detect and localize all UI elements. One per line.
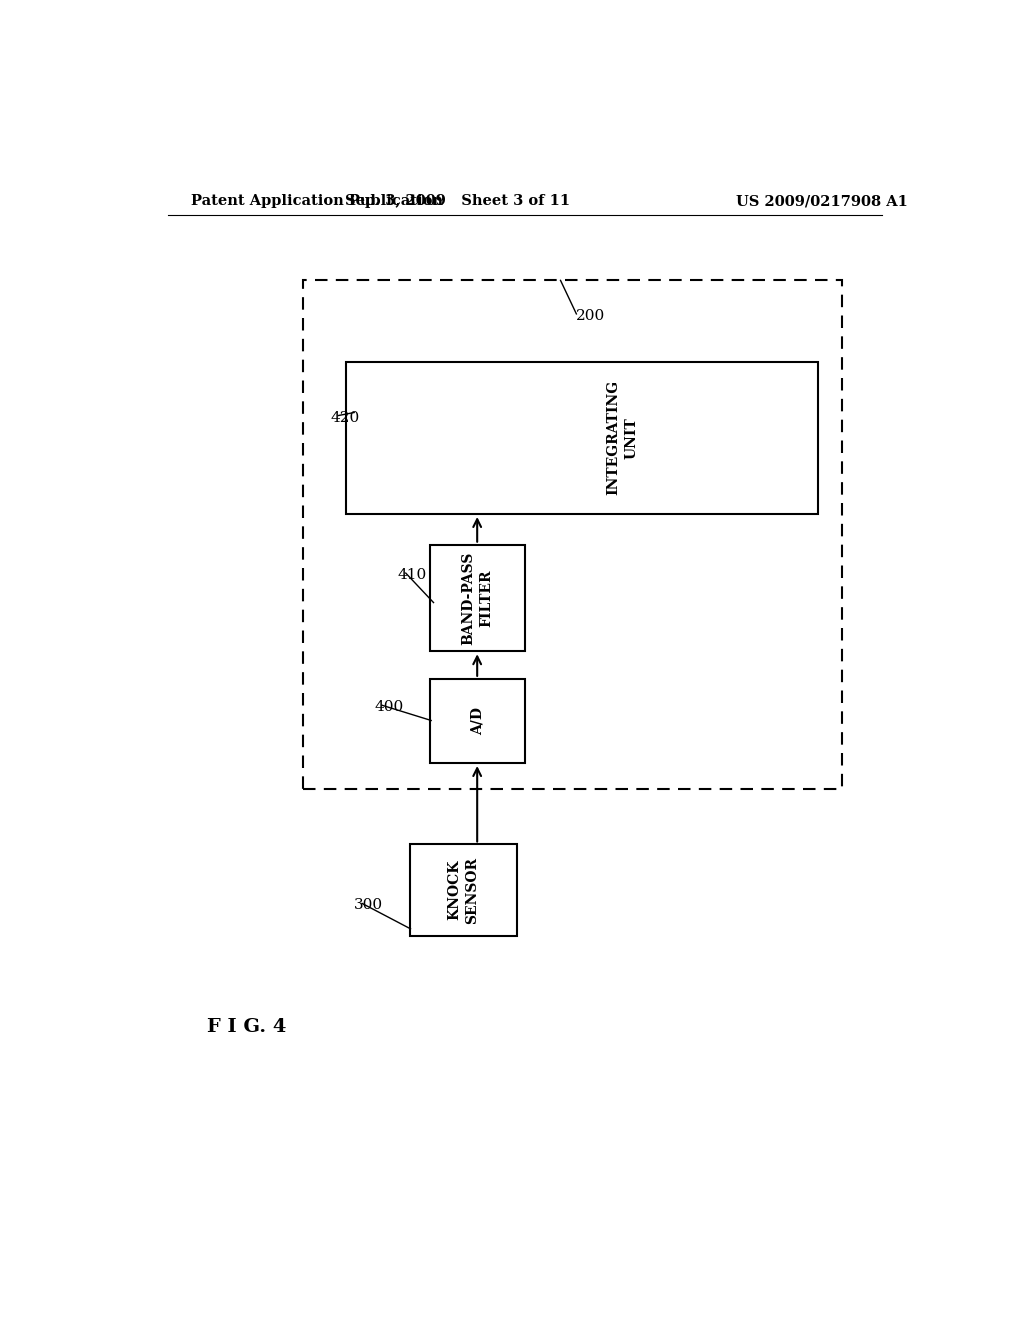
Text: US 2009/0217908 A1: US 2009/0217908 A1 [736, 194, 908, 209]
Text: KNOCK
SENSOR: KNOCK SENSOR [447, 857, 479, 924]
Bar [346, 362, 818, 515]
Text: Sep. 3, 2009   Sheet 3 of 11: Sep. 3, 2009 Sheet 3 of 11 [345, 194, 570, 209]
Text: 300: 300 [354, 899, 383, 912]
Bar [410, 845, 517, 936]
Text: A/D: A/D [470, 708, 484, 735]
Bar [303, 280, 842, 788]
Text: 410: 410 [397, 568, 427, 582]
Bar [430, 545, 525, 651]
Bar [430, 678, 525, 763]
Text: BAND-PASS
FILTER: BAND-PASS FILTER [461, 552, 494, 644]
Text: Patent Application Publication: Patent Application Publication [191, 194, 443, 209]
Text: 420: 420 [331, 411, 359, 425]
Text: 200: 200 [577, 309, 605, 323]
Text: F I G. 4: F I G. 4 [207, 1019, 287, 1036]
Text: INTEGRATING
UNIT: INTEGRATING UNIT [606, 380, 638, 495]
Text: 400: 400 [374, 700, 403, 714]
